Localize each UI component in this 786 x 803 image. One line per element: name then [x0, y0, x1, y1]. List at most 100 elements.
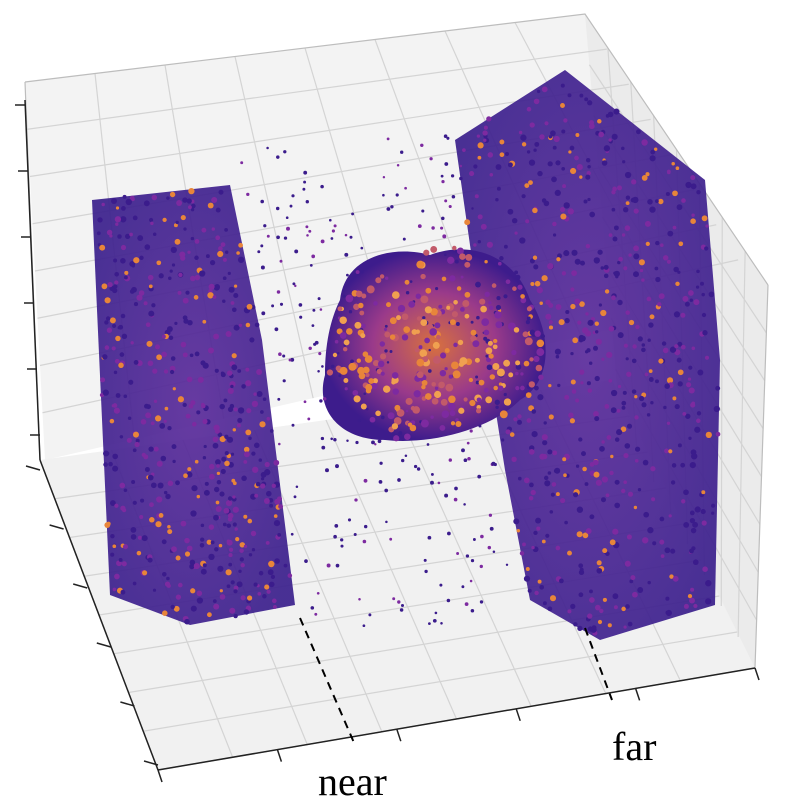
left-cluster-point: [215, 207, 221, 213]
right-cluster-point: [539, 584, 545, 590]
center-cluster-point: [355, 290, 363, 298]
right-cluster-point: [529, 258, 535, 264]
left-cluster-point: [102, 389, 109, 396]
sparse-point: [380, 415, 385, 420]
sparse-point: [295, 485, 299, 489]
left-cluster-point: [164, 406, 169, 411]
left-cluster-point: [266, 589, 271, 594]
center-cluster-point: [391, 372, 399, 379]
right-cluster-point: [532, 207, 538, 214]
left-cluster-point: [129, 289, 135, 294]
sparse-point: [360, 246, 364, 250]
sparse-point: [448, 204, 452, 209]
center-cluster-point: [424, 306, 433, 314]
left-cluster-point: [163, 369, 169, 374]
left-cluster-point: [124, 270, 129, 275]
right-cluster-point: [526, 150, 531, 154]
center-cluster-point: [475, 408, 482, 414]
left-cluster-point: [228, 286, 235, 293]
sparse-point: [279, 259, 283, 263]
center-cluster-point: [535, 364, 543, 372]
right-cluster-point: [533, 355, 540, 363]
sparse-point: [299, 315, 303, 319]
left-cluster-point: [185, 290, 190, 295]
right-cluster-point: [571, 389, 577, 394]
right-cluster-point: [603, 264, 609, 270]
left-cluster-point: [114, 358, 120, 364]
sparse-point: [461, 448, 465, 453]
right-cluster-point: [541, 198, 547, 203]
center-cluster-point: [377, 360, 385, 368]
right-cluster-point: [532, 255, 538, 260]
center-cluster-point: [491, 283, 497, 288]
right-cluster-point: [660, 243, 664, 247]
right-cluster-point: [715, 385, 721, 391]
left-cluster-point: [169, 365, 176, 372]
sparse-point: [317, 297, 321, 301]
left-cluster-point: [121, 561, 127, 567]
left-cluster-point: [140, 419, 147, 425]
right-cluster-point: [677, 270, 681, 274]
left-cluster-point: [243, 446, 250, 453]
center-cluster-point: [469, 399, 476, 407]
right-cluster-point: [589, 514, 595, 520]
right-cluster-point: [493, 338, 498, 344]
center-cluster-point: [449, 319, 456, 326]
right-cluster-point: [534, 141, 540, 147]
right-cluster-point: [675, 281, 680, 287]
right-cluster-point: [563, 202, 570, 209]
left-cluster-point: [196, 494, 201, 499]
sparse-point: [334, 339, 339, 344]
right-cluster-point: [689, 510, 695, 516]
sparse-point: [291, 194, 295, 198]
right-cluster-point: [633, 253, 640, 260]
right-cluster-point: [696, 269, 700, 274]
left-cluster-point: [229, 607, 236, 614]
center-cluster-point: [360, 403, 367, 410]
right-cluster-point: [624, 171, 632, 179]
right-cluster-point: [495, 164, 502, 170]
right-cluster-point: [592, 459, 599, 466]
sparse-point: [444, 162, 449, 166]
center-cluster-point: [520, 294, 525, 299]
sparse-point: [288, 358, 292, 362]
left-cluster-point: [202, 563, 207, 568]
right-cluster-point: [663, 405, 667, 410]
left-cluster-point: [228, 553, 233, 558]
left-cluster-point: [243, 451, 250, 458]
left-cluster-point: [141, 535, 148, 542]
sparse-point: [440, 226, 444, 230]
right-cluster-point: [623, 207, 629, 213]
left-cluster-point: [190, 275, 196, 282]
left-cluster-point: [224, 228, 228, 232]
right-cluster-point: [528, 495, 534, 501]
center-cluster-point: [528, 381, 535, 388]
left-cluster-point: [190, 203, 196, 209]
left-cluster-point: [278, 504, 283, 509]
right-cluster-point: [617, 299, 623, 306]
left-cluster-point: [114, 573, 120, 580]
right-cluster-point: [618, 256, 623, 262]
left-cluster-point: [201, 227, 207, 233]
left-cluster-point: [143, 454, 149, 460]
left-cluster-point: [205, 254, 210, 259]
left-cluster-point: [221, 456, 227, 462]
left-cluster-point: [133, 257, 140, 264]
center-cluster-point: [397, 304, 406, 313]
right-cluster-point: [530, 489, 536, 496]
right-cluster-point: [606, 435, 612, 440]
sparse-point: [304, 559, 308, 563]
right-cluster-point: [513, 518, 520, 525]
left-cluster-point: [264, 461, 270, 468]
left-cluster-point: [150, 421, 155, 426]
sparse-point: [322, 397, 327, 401]
left-cluster-point: [210, 540, 215, 545]
left-cluster-point: [149, 517, 155, 523]
right-cluster-point: [598, 131, 605, 138]
sparse-point: [240, 161, 244, 165]
right-cluster-point: [696, 411, 702, 416]
right-cluster-point: [567, 550, 572, 556]
right-cluster-point: [689, 517, 696, 524]
left-cluster-point: [213, 603, 220, 610]
right-cluster-point: [488, 301, 492, 305]
